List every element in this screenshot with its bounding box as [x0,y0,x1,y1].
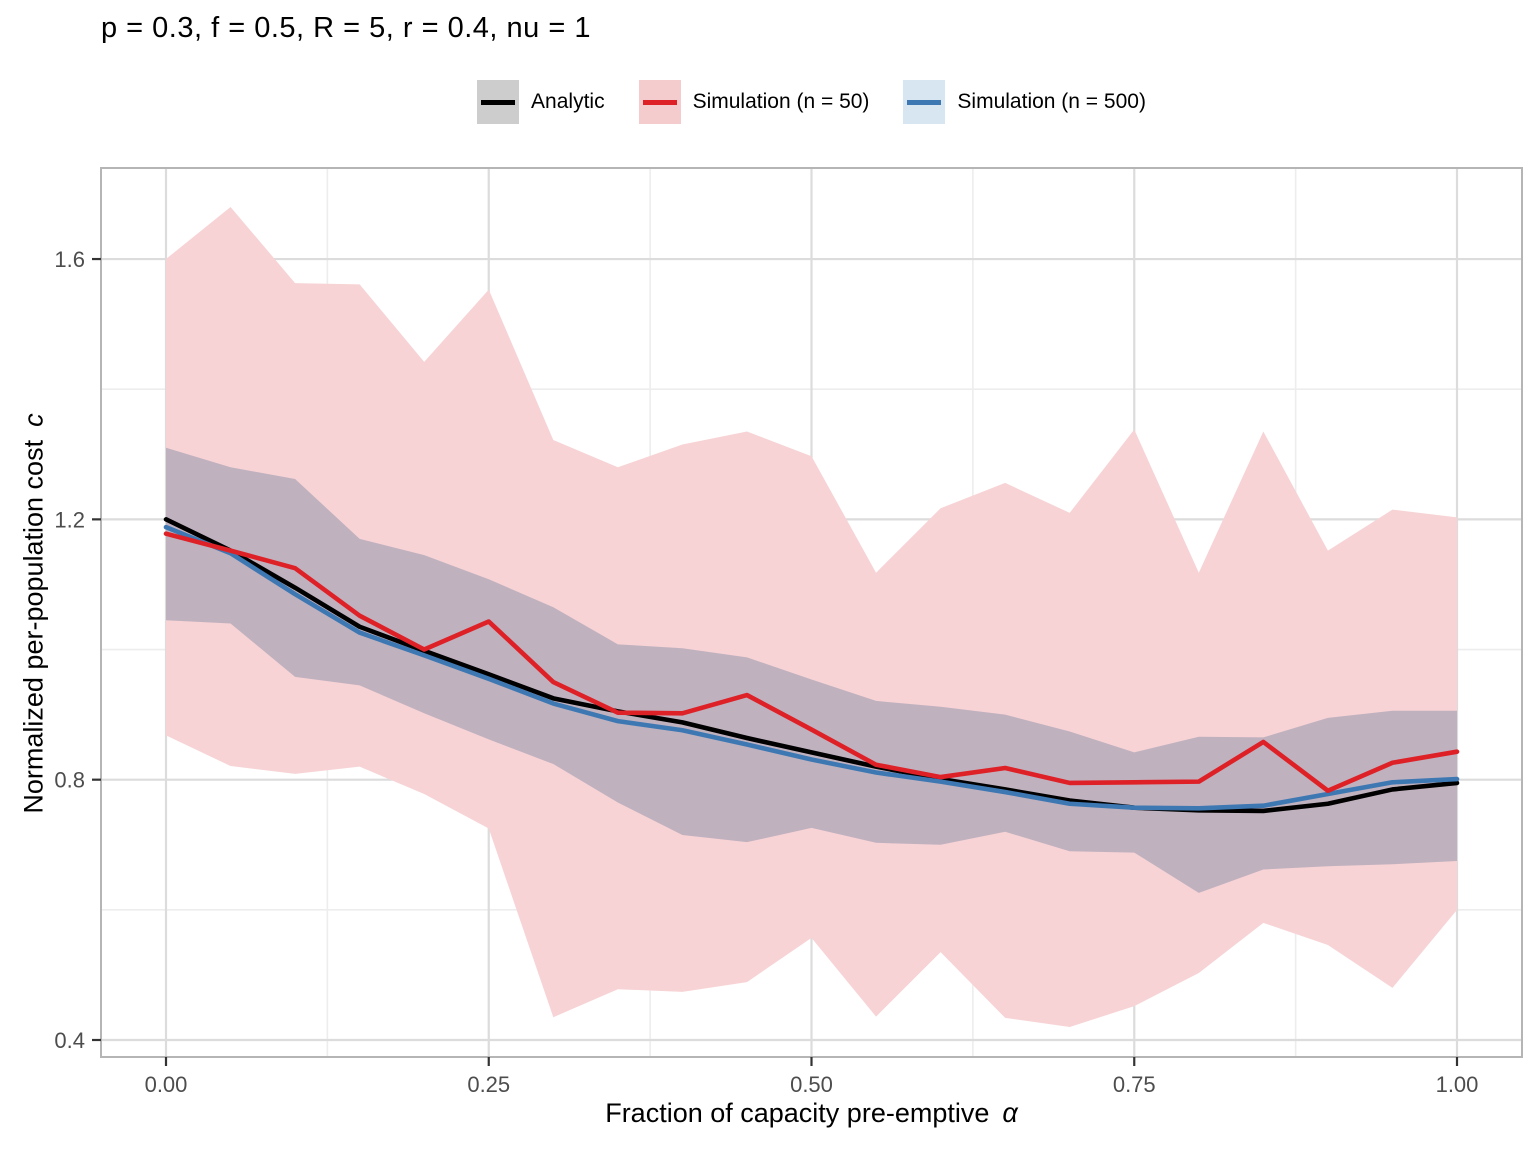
x-tick-label: 0.50 [790,1072,833,1097]
y-axis-title: Normalized per-population cost c [19,314,50,914]
data-lines [163,517,1460,814]
line-analytic [163,517,1460,814]
line-simulation-n-500- [163,524,1460,811]
y-tick-label: 1.2 [54,507,85,532]
legend-key-sim500-line [907,99,942,105]
legend-key-analytic-swatch [477,80,520,124]
legend-key-analytic-line [481,99,516,105]
y-axis-c-symbol: c [18,413,49,427]
x-tick-label: 0.25 [467,1072,510,1097]
legend-item-sim500: Simulation (n = 500) [903,80,1146,124]
legend-key-sim50-swatch [638,80,681,124]
x-axis-tick-labels: 0.00 0.25 0.50 0.75 1.00 [145,1072,1479,1097]
legend-item-analytic: Analytic [477,80,605,124]
x-tick-label: 0.75 [1113,1072,1156,1097]
legend-key-sim500-swatch [903,80,946,124]
y-tick-label: 1.6 [54,247,85,272]
x-tick-label: 0.00 [145,1072,188,1097]
x-axis-alpha-symbol: α [1002,1098,1018,1128]
legend-label-sim500: Simulation (n = 500) [957,90,1146,113]
y-axis-title-text: Normalized per-population cost [18,439,49,814]
legend-label-analytic: Analytic [531,90,605,113]
x-tick-label: 1.00 [1436,1072,1479,1097]
y-axis-tick-labels: 0.4 0.8 1.2 1.6 [54,247,85,1053]
chart-title: p = 0.3, f = 0.5, R = 5, r = 0.4, nu = 1 [101,12,591,44]
x-axis-title: Fraction of capacity pre-emptive α [101,1098,1522,1129]
x-axis-title-text: Fraction of capacity pre-emptive [605,1098,990,1128]
line-simulation-n-50- [163,531,1460,794]
legend: Analytic Simulation (n = 50) Simulation … [101,76,1522,128]
legend-label-sim50: Simulation (n = 50) [692,90,870,113]
legend-key-sim50-line [642,99,677,105]
y-tick-label: 0.8 [54,768,85,793]
legend-item-sim50: Simulation (n = 50) [638,80,870,124]
y-tick-label: 0.4 [54,1028,85,1053]
axis-tick-marks [92,257,1459,1066]
